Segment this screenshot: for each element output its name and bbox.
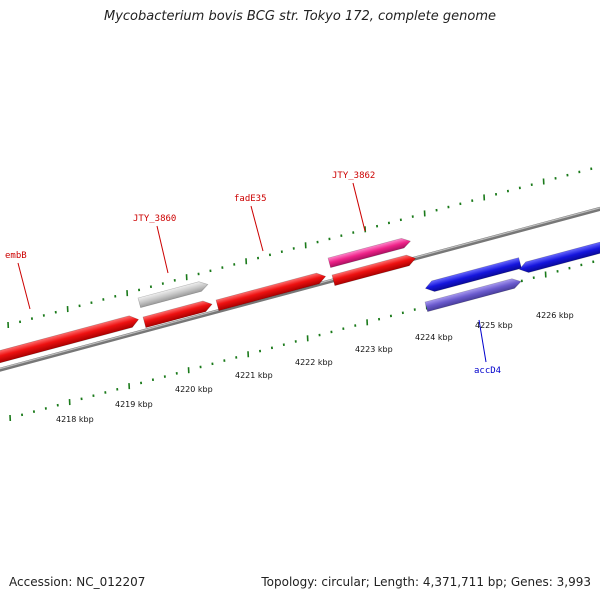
kbp-label: 4221 kbp <box>235 371 273 380</box>
gene-fade35-shape <box>215 272 327 311</box>
kbp-label: 4220 kbp <box>175 385 213 394</box>
genome-title: Mycobacterium bovis BCG str. Tokyo 172, … <box>104 9 496 24</box>
gene-jty3860-red-shape <box>142 300 213 328</box>
gene-jty3860-gray-shape <box>137 281 209 309</box>
kbp-label: 4223 kbp <box>355 345 393 354</box>
gene-label-pointer <box>156 225 169 274</box>
gene-label[interactable]: embB <box>5 251 27 261</box>
gene-label[interactable]: JTY_3860 <box>133 214 176 224</box>
gene-embb-shape <box>0 315 139 364</box>
kbp-label: 4218 kbp <box>56 415 94 424</box>
kbp-label: 4226 kbp <box>536 311 574 320</box>
gene-label[interactable]: fadE35 <box>234 194 267 204</box>
genome-summary: Topology: circular; Length: 4,371,711 bp… <box>261 575 591 589</box>
gene-embb[interactable] <box>0 314 140 364</box>
gene-accd4[interactable] <box>424 277 522 313</box>
kbp-label: 4222 kbp <box>295 358 333 367</box>
gene-jty3862-pink[interactable] <box>327 236 412 269</box>
gene-label-pointer <box>17 262 31 310</box>
kbp-label: 4224 kbp <box>415 333 453 342</box>
gene-reverse-a-shape <box>424 257 522 292</box>
kbp-label: 4219 kbp <box>115 400 153 409</box>
gene-jty3862-red[interactable] <box>331 253 417 286</box>
gene-fade35[interactable] <box>215 271 327 311</box>
gene-reverse-b-shape <box>518 240 600 273</box>
genome-backbone <box>0 206 600 372</box>
gene-reverse-a[interactable] <box>424 257 522 294</box>
gene-reverse-b[interactable] <box>518 240 600 275</box>
gene-jty3862-pink-shape <box>327 238 411 269</box>
gene-accd4-shape <box>424 278 522 313</box>
gene-label[interactable]: JTY_3862 <box>332 171 375 181</box>
gene-label-pointer <box>478 319 487 363</box>
gene-jty3862-red-shape <box>331 254 417 286</box>
gene-jty3860-red[interactable] <box>142 299 213 328</box>
kbp-label: 4225 kbp <box>475 321 513 330</box>
gene-label[interactable]: accD4 <box>474 366 501 376</box>
accession-text: Accession: NC_012207 <box>9 575 146 589</box>
gene-jty3860-gray[interactable] <box>137 280 209 309</box>
gene-label-pointer <box>352 182 366 232</box>
gene-label-pointer <box>250 205 264 252</box>
